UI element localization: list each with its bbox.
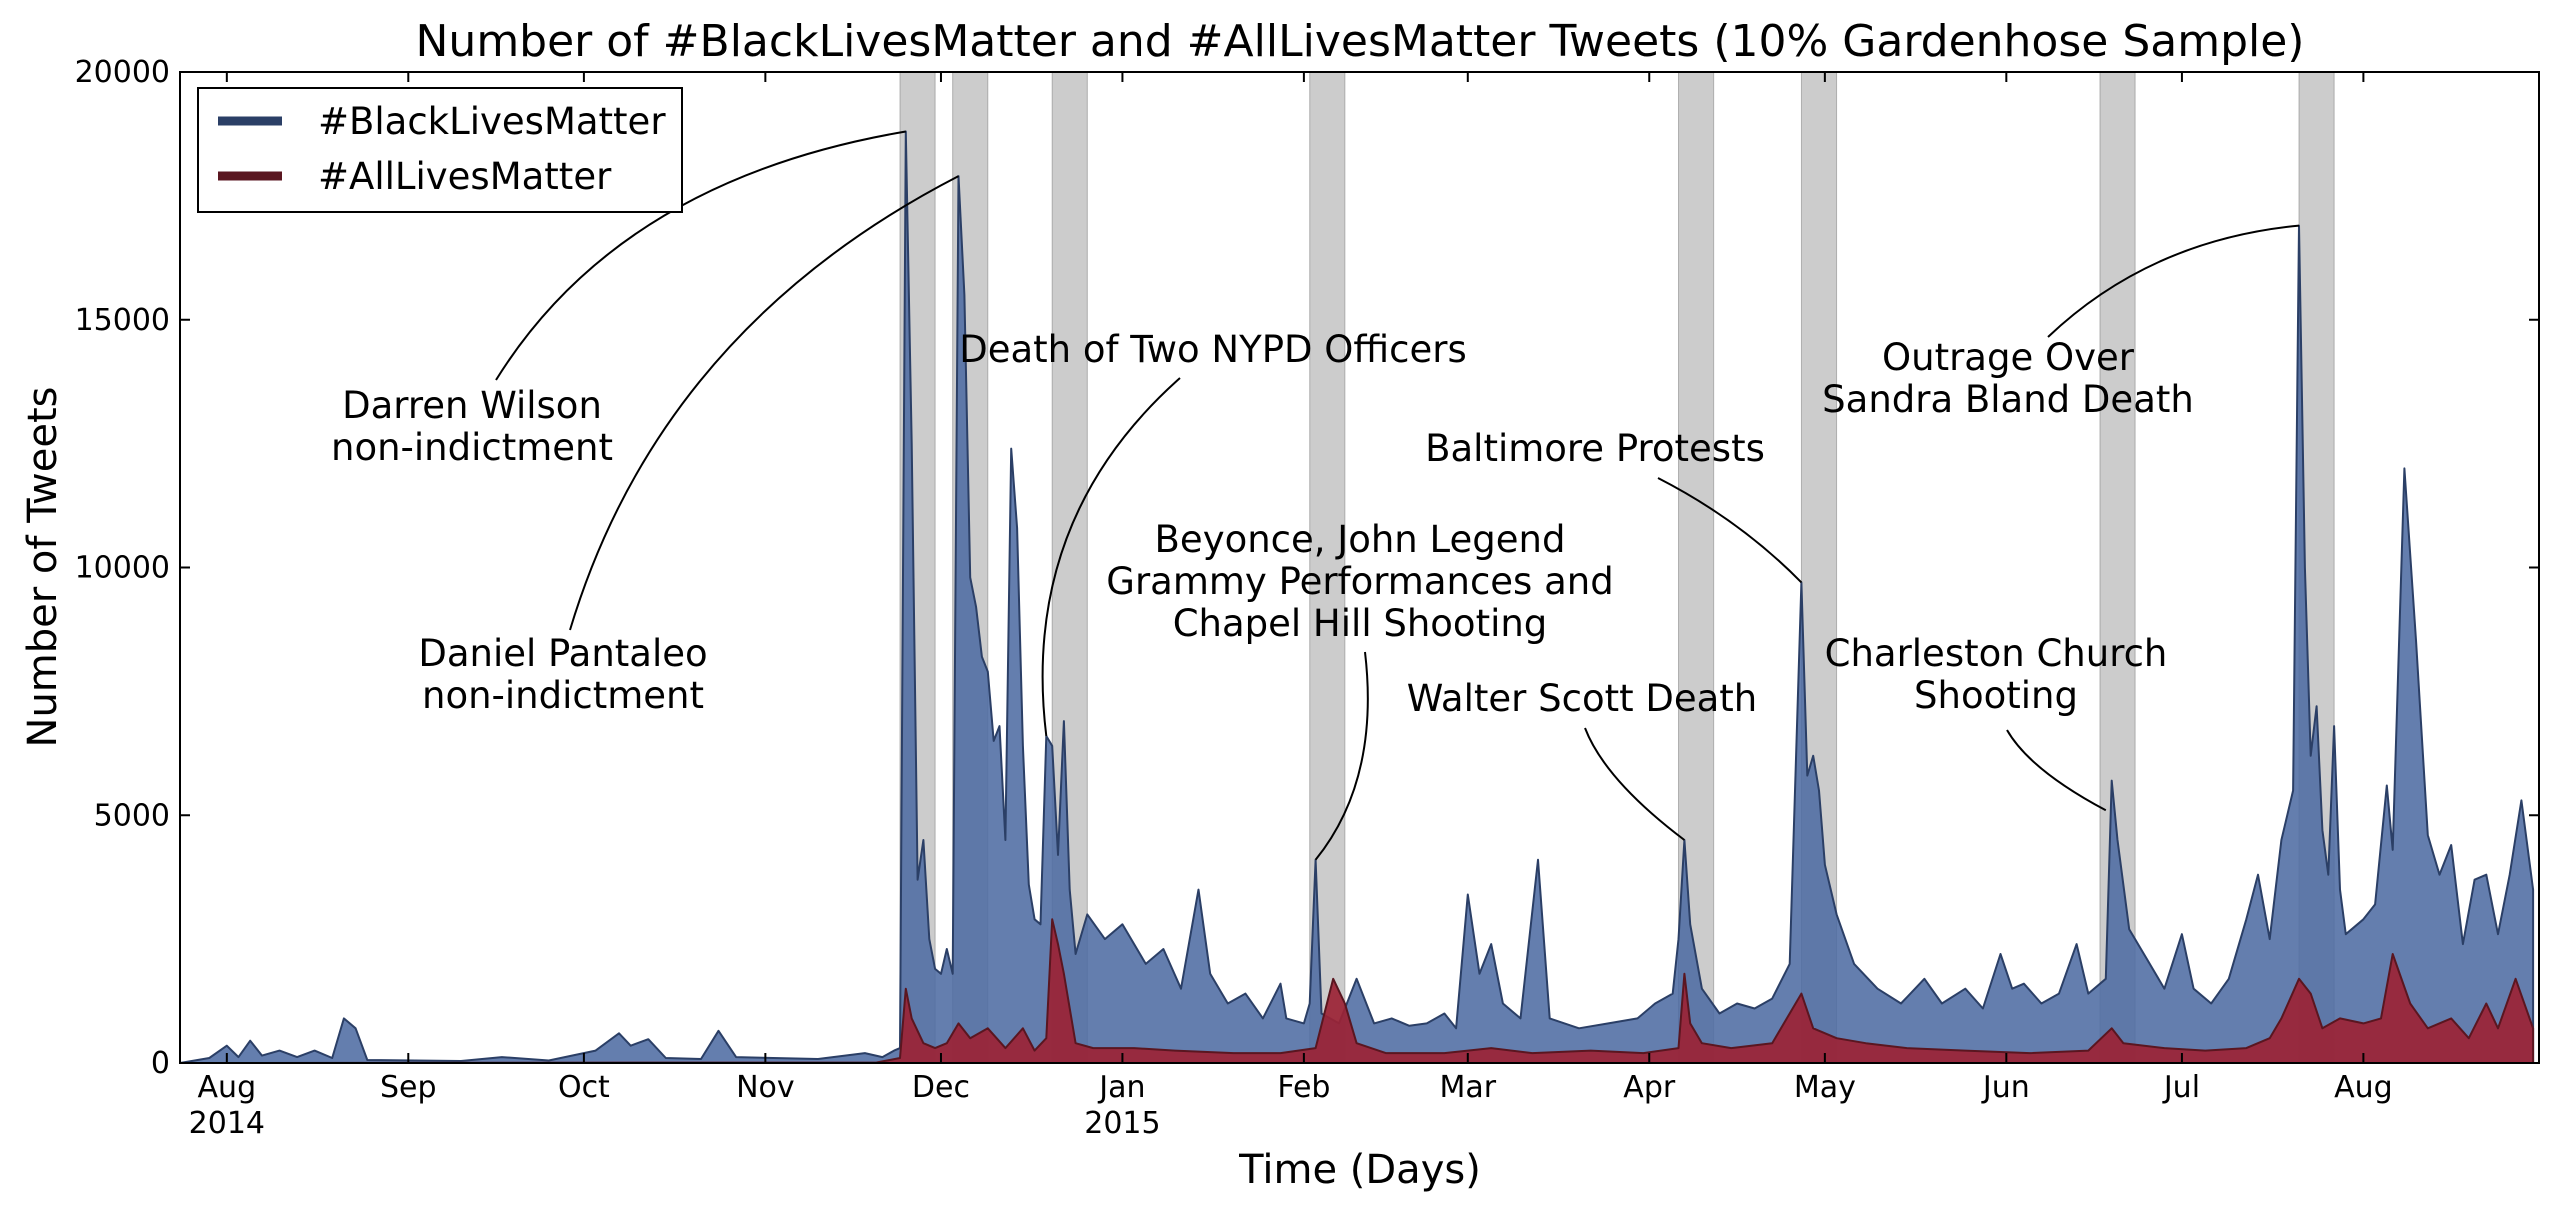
legend-label-alm: #AllLivesMatter: [318, 155, 612, 198]
series-areas: [179, 130, 2535, 1064]
annotation-text: Baltimore Protests: [1425, 427, 1765, 470]
x-tick-sublabel: 2014: [189, 1106, 265, 1141]
x-tick-label: Nov: [736, 1070, 795, 1105]
x-tick-label: Aug: [2334, 1070, 2393, 1105]
x-tick-label: Apr: [1623, 1070, 1676, 1105]
annotation-connector: [2047, 224, 2300, 338]
x-tick-sublabel: 2015: [1084, 1106, 1160, 1141]
legend: #BlackLivesMatter #AllLivesMatter: [197, 87, 683, 213]
chart-title: Number of #BlackLivesMatter and #AllLive…: [416, 16, 2305, 67]
annotation-text: Chapel Hill Shooting: [1173, 602, 1548, 645]
y-tick-label: 20000: [75, 55, 170, 90]
annotation-connector: [1314, 651, 1369, 861]
legend-box: [197, 87, 683, 213]
annotation-text: Beyonce, John Legend: [1155, 518, 1566, 561]
annotation-text: Charleston Church: [1825, 632, 2168, 675]
y-tick-label: 15000: [75, 303, 170, 338]
annotation-5: Walter Scott Death: [1407, 677, 1758, 841]
annotation-text: Daniel Pantaleo: [418, 632, 707, 675]
x-tick-label: May: [1794, 1070, 1856, 1105]
annotation-text: Grammy Performances and: [1106, 560, 1613, 603]
plot-frame: [179, 71, 2540, 1064]
legend-label-blm: #BlackLivesMatter: [318, 100, 666, 143]
annotation-text: non-indictment: [331, 426, 613, 469]
annotation-text: Death of Two NYPD Officers: [959, 328, 1467, 371]
series-area-blacklivesmatter: [179, 130, 2535, 1064]
annotation-text: Walter Scott Death: [1407, 677, 1758, 720]
x-tick-label: Jan: [1097, 1070, 1145, 1105]
annotation-connector: [1041, 377, 1181, 737]
annotation-connector: [1584, 727, 1686, 841]
annotation-connector: [2006, 729, 2107, 812]
annotation-6: Baltimore Protests: [1425, 427, 1803, 584]
x-tick-label: Oct: [558, 1070, 610, 1105]
annotation-text: Sandra Bland Death: [1822, 378, 2194, 421]
annotation-connector: [569, 175, 959, 631]
y-axis-title: Number of Tweets: [20, 387, 66, 748]
x-axis-title: Time (Days): [1238, 1147, 1481, 1193]
annotation-text: Shooting: [1914, 674, 2078, 717]
annotation-3: Death of Two NYPD Officers: [959, 328, 1467, 737]
annotation-text: Darren Wilson: [342, 384, 602, 427]
annotation-text: Outrage Over: [1882, 336, 2135, 379]
annotation-connector: [1657, 477, 1803, 584]
y-tick-label: 5000: [94, 798, 170, 833]
x-tick-label: Jul: [2162, 1070, 2200, 1105]
annotation-connector: [495, 130, 906, 381]
x-tick-label: Mar: [1439, 1070, 1496, 1105]
x-tick-label: Sep: [380, 1070, 437, 1105]
x-tick-label: Aug: [198, 1070, 257, 1105]
x-tick-label: Dec: [912, 1070, 970, 1105]
x-tick-label: Jun: [1981, 1070, 2030, 1105]
x-tick-label: Feb: [1277, 1070, 1330, 1105]
y-tick-label: 10000: [75, 551, 170, 586]
y-tick-label: 0: [151, 1046, 170, 1081]
annotation-text: non-indictment: [422, 674, 704, 717]
series-area-alllivesmatter: [179, 918, 2535, 1064]
